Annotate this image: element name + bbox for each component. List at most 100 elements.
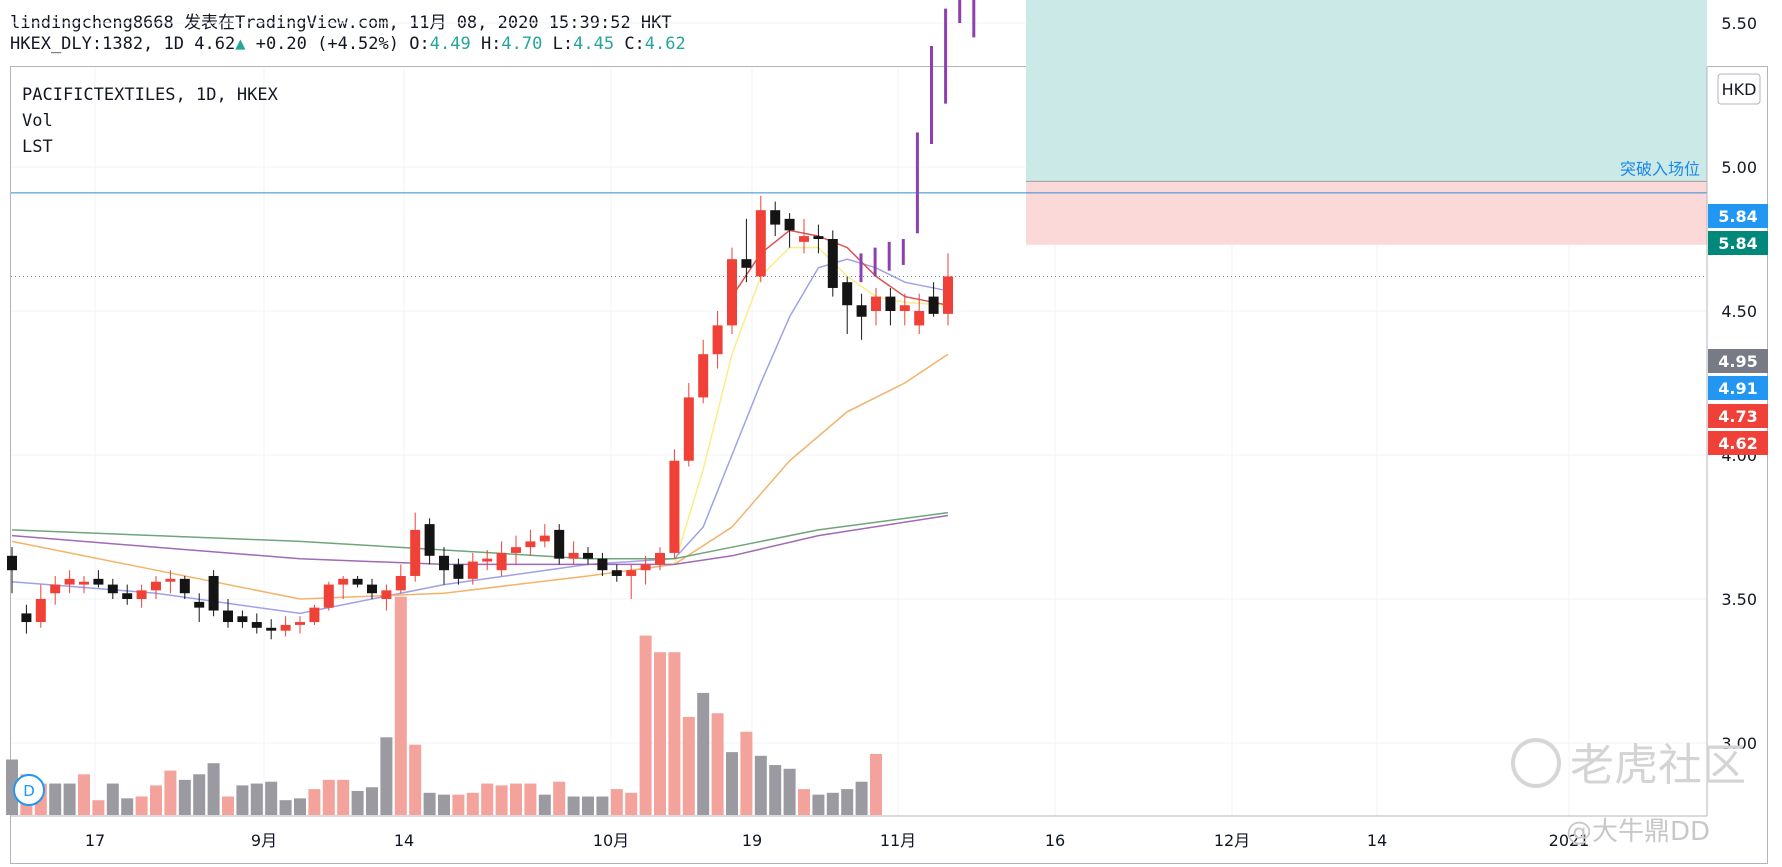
- price-label: 5.84: [1718, 234, 1757, 253]
- time-tick-label: 9月: [251, 831, 277, 850]
- price-label-bg: [1708, 431, 1768, 455]
- price-change: +0.20 (+4.52%): [255, 34, 399, 54]
- volume-bar: [380, 737, 393, 815]
- volume-bar: [438, 794, 450, 815]
- chart-frame[interactable]: [10, 66, 1768, 864]
- candle-body: [107, 584, 118, 594]
- volume-bar: [610, 789, 623, 815]
- price-label: 5.84: [1718, 207, 1757, 226]
- time-tick-label: 12月: [1214, 831, 1250, 850]
- symbol-name: HKEX_DLY:1382, 1D: [10, 34, 184, 54]
- volume-bar: [366, 787, 378, 815]
- price-label: 4.73: [1718, 407, 1757, 426]
- candle-body: [683, 397, 694, 461]
- candle-body: [799, 236, 809, 242]
- price-label-bg: [1708, 204, 1768, 228]
- moving-average-line: [11, 353, 949, 600]
- candle-body: [352, 578, 363, 585]
- price-label-bg: [1708, 349, 1768, 373]
- candle-body: [424, 524, 435, 556]
- volume-bar: [322, 779, 335, 815]
- price-labels: 5.84 5.84 4.95 4.91 4.73 4.62: [1708, 204, 1768, 455]
- high-value: 4.70: [501, 34, 543, 54]
- annotation-label: 突破入场位: [1620, 159, 1700, 178]
- candle-body: [539, 535, 550, 542]
- volume-bar: [870, 753, 882, 815]
- time-tick-label: 14: [1367, 831, 1387, 850]
- price-tick-label: 3.50: [1721, 590, 1757, 609]
- volume-bar: [726, 752, 738, 815]
- price-axis: 2.503.003.504.004.505.005.506.006.50: [1706, 14, 1757, 816]
- candle-body: [50, 584, 61, 594]
- moving-average-line: [673, 246, 949, 565]
- candle-body: [280, 624, 291, 631]
- candle-body: [309, 607, 320, 623]
- volume-bar: [394, 596, 407, 815]
- candle-body: [151, 581, 161, 591]
- stop-zone: [1026, 181, 1707, 245]
- legend-lst: LST: [22, 137, 53, 157]
- last-price: 4.62: [194, 34, 236, 54]
- candle-body: [295, 622, 305, 625]
- candle-body: [611, 570, 622, 576]
- volume-bar: [567, 796, 580, 815]
- volume-bar: [207, 763, 220, 815]
- candle-body: [626, 570, 637, 576]
- volume-bar: [466, 792, 479, 815]
- candle-body: [525, 541, 536, 548]
- currency-label: HKD: [1722, 80, 1757, 99]
- moving-average-line: [11, 258, 949, 615]
- moving-average-line: [11, 514, 949, 566]
- candle-body: [79, 581, 89, 585]
- volume-bar: [106, 783, 119, 815]
- volume-bar: [409, 744, 422, 815]
- candle-body: [914, 311, 925, 326]
- volume-bar: [682, 716, 695, 815]
- price-label-bg: [1708, 231, 1768, 255]
- volume-bar: [279, 800, 292, 815]
- candle-body: [554, 529, 565, 559]
- volume-bar: [6, 759, 18, 815]
- close-label: C:: [624, 34, 645, 54]
- volume-bar: [639, 635, 652, 815]
- volume-bar: [150, 785, 162, 815]
- d-badge[interactable]: [13, 774, 45, 806]
- volume-bar: [236, 785, 249, 815]
- volume-bar: [812, 794, 825, 815]
- candle-body: [770, 210, 781, 225]
- volume-bar: [783, 768, 796, 815]
- volume-bar: [164, 770, 177, 815]
- open-label: O:: [409, 34, 430, 54]
- candle-body: [597, 558, 608, 571]
- candle-body: [93, 578, 104, 585]
- candle-body: [64, 578, 75, 585]
- high-label: H:: [480, 34, 502, 54]
- candle-body: [381, 590, 392, 599]
- candles: [7, 195, 953, 640]
- watermark-author: @大牛鼎DD: [1566, 817, 1710, 847]
- volume-bar: [308, 789, 321, 815]
- candle-body: [136, 590, 147, 599]
- candle-body: [885, 296, 896, 311]
- volume-bar: [78, 774, 90, 815]
- low-label: L:: [552, 34, 574, 54]
- candle-body: [856, 305, 867, 317]
- volume-bar: [495, 785, 508, 815]
- close-value: 4.62: [644, 34, 686, 54]
- d-badge-label: D: [23, 782, 35, 800]
- candle-body: [266, 627, 277, 631]
- candle-body: [338, 578, 349, 585]
- price-label: 4.95: [1718, 352, 1757, 371]
- candle-body: [165, 578, 176, 582]
- candle-body: [813, 236, 824, 239]
- candle-body: [467, 561, 478, 579]
- candle-body: [208, 575, 219, 611]
- currency-box[interactable]: [1717, 73, 1761, 105]
- volume-bars: [6, 596, 882, 815]
- volume-bar: [294, 798, 306, 815]
- volume-bar: [193, 774, 206, 815]
- legend-vol: Vol: [22, 111, 53, 131]
- price-label-bg: [1708, 376, 1768, 400]
- volume-bar: [250, 783, 263, 815]
